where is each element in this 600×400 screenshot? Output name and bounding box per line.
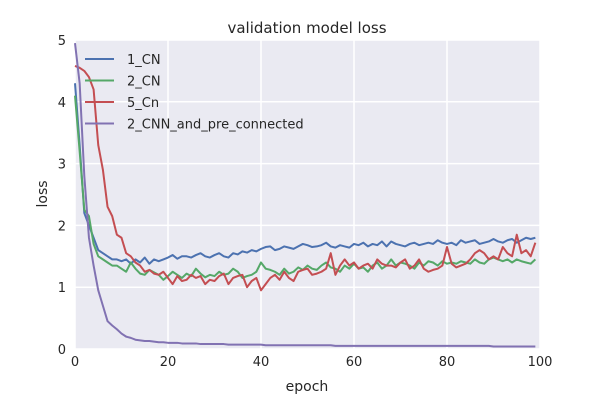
y-tick-labels: 0 1 2 3 4 5 <box>58 34 66 358</box>
chart-title: validation model loss <box>227 19 386 37</box>
x-tick-label: 20 <box>160 355 177 370</box>
x-tick-label: 40 <box>253 355 270 370</box>
legend-entry: 2_CN <box>85 75 161 90</box>
y-tick-label: 0 <box>58 343 66 358</box>
series-line-5-cn <box>74 65 537 292</box>
legend-label: 1_CN <box>127 53 161 68</box>
series-lines <box>74 42 537 348</box>
x-tick-labels: 0 20 40 60 80 100 <box>71 355 553 370</box>
legend-entry: 2_CNN_and_pre_connected <box>85 118 304 133</box>
y-tick-label: 1 <box>58 281 66 296</box>
x-tick-label: 80 <box>439 355 456 370</box>
x-tick-label: 100 <box>528 355 553 370</box>
plot-area <box>75 40 540 349</box>
legend-label: 5_Cn <box>127 96 159 111</box>
x-tick-label: 0 <box>71 355 79 370</box>
legend-entry: 1_CN <box>85 53 161 68</box>
y-tick-label: 4 <box>58 96 66 111</box>
legend-label: 2_CNN_and_pre_connected <box>127 118 304 133</box>
y-tick-label: 2 <box>58 219 66 234</box>
legend: 1_CN 2_CN 5_Cn 2_CNN_and_pre_connected <box>85 53 304 133</box>
x-tick-label: 60 <box>346 355 363 370</box>
x-axis-label: epoch <box>286 379 329 395</box>
y-axis-label: loss <box>35 180 51 207</box>
series-line-2-cnn-and-pre-connected <box>74 42 536 348</box>
y-tick-label: 5 <box>58 34 66 49</box>
y-tick-label: 3 <box>58 158 66 173</box>
grid <box>74 39 541 350</box>
legend-label: 2_CN <box>127 75 161 90</box>
legend-entry: 5_Cn <box>85 96 159 111</box>
series-line-1-cn <box>74 83 536 265</box>
